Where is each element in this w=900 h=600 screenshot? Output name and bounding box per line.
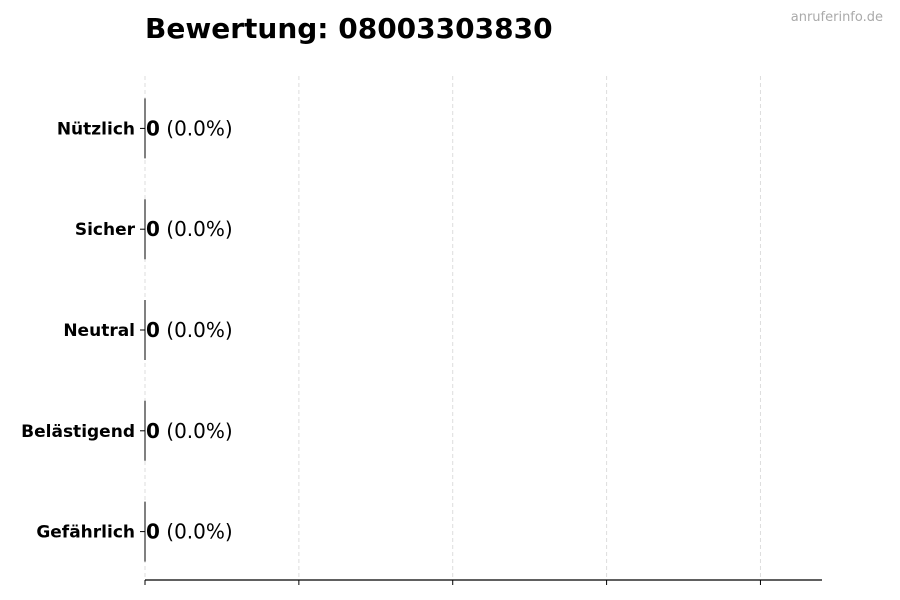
data-label-percent: (0.0%): [160, 318, 233, 342]
data-label: 0 (0.0%): [146, 318, 233, 342]
data-label-count: 0: [146, 419, 160, 443]
chart-title: Bewertung: 08003303830: [145, 12, 553, 45]
data-label-percent: (0.0%): [160, 419, 233, 443]
y-tick-label: Belästigend: [21, 422, 135, 442]
data-label-count: 0: [146, 520, 160, 544]
y-tick-label: Sicher: [75, 220, 136, 240]
data-label-count: 0: [146, 116, 160, 140]
y-tick-label: Gefährlich: [36, 523, 135, 543]
y-tick-label: Nützlich: [57, 119, 135, 139]
data-label-percent: (0.0%): [160, 520, 233, 544]
data-label: 0 (0.0%): [146, 217, 233, 241]
data-label-count: 0: [146, 217, 160, 241]
data-label: 0 (0.0%): [146, 520, 233, 544]
y-tick-label: Neutral: [63, 321, 135, 341]
data-label: 0 (0.0%): [146, 116, 233, 140]
data-label-count: 0: [146, 318, 160, 342]
data-label-percent: (0.0%): [160, 217, 233, 241]
data-label-percent: (0.0%): [160, 116, 233, 140]
watermark: anruferinfo.de: [790, 10, 883, 25]
data-label: 0 (0.0%): [146, 419, 233, 443]
